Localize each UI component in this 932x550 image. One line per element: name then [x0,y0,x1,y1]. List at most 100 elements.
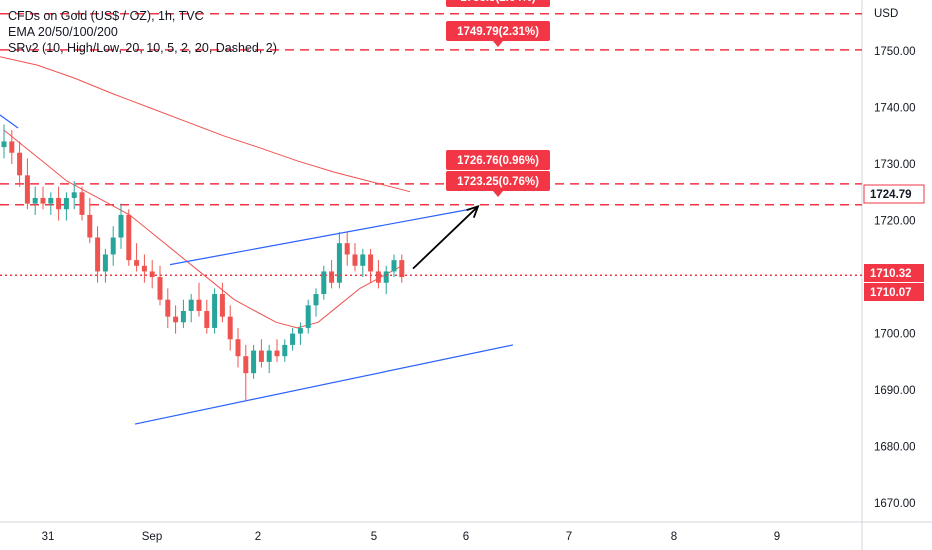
candle-body [336,243,342,283]
badge-text: 1710.07 [870,287,912,299]
candle-body [9,141,15,153]
trend-channel[interactable] [0,114,514,425]
candle-body [344,243,350,255]
symbol-title[interactable]: CFDs on Gold (US$ / OZ), 1h, TVC [8,9,204,23]
price-target-box [446,21,550,41]
arrow-shaft [412,205,479,270]
candle-body [102,254,108,272]
ema-slow-line [0,56,411,193]
candle-body [118,214,124,238]
price-target-pointer [493,41,503,47]
candlestick-series [1,124,405,402]
channel-edge-line [0,114,19,129]
time-axis[interactable]: 31 Sep 2 5 6 7 8 9 [42,531,781,543]
price-axis[interactable]: USD 1750.001740.001730.001720.001710.001… [863,8,925,510]
candle-body [212,294,218,328]
time-tick-label: 31 [42,531,55,543]
candle-body [188,299,194,311]
price-target-box [446,0,550,7]
candle-body [360,254,366,266]
price-target-label: 1753.5(2.64%) [446,0,550,7]
price-target-labels: 1753.5(2.64%) 1749.79(2.31%) 1726.76(0.96%… [446,0,550,197]
arrow-head [466,204,480,218]
badge-box [863,184,925,204]
candle-body [251,350,257,374]
candle-body [141,265,147,272]
candle-body [149,271,155,278]
ema-indicator-label[interactable]: EMA 20/50/100/200 [8,25,118,39]
price-tick-label: 1720.00 [874,216,916,228]
price-tick-label: 1670.00 [874,498,916,510]
candle-body [305,305,311,328]
candle-body [399,260,405,278]
currency-label: USD [874,8,898,20]
support-resistance-lines [0,12,862,206]
time-tick-label: Sep [142,531,162,543]
candle-body [368,254,374,272]
candle-body [290,333,296,345]
candle-body [95,237,101,272]
time-tick-label: 8 [671,531,677,543]
candle-body [87,214,93,238]
candle-body [173,316,179,323]
candle-body [17,152,23,176]
candle-body [266,350,272,362]
candle-body [79,192,85,215]
candle-body [383,271,389,283]
candle-body [126,214,132,261]
badge-text: 1724.79 [870,189,912,201]
ema-fast-line [3,129,403,329]
candle-body [243,356,249,374]
price-target-label: 1723.25(0.76%) [446,171,550,197]
projection-arrow[interactable] [412,204,480,270]
candle-body [157,277,163,300]
srv2-indicator-label[interactable]: SRv2 (10, High/Low, 20, 10, 5, 2, 20, Da… [8,41,277,55]
time-tick-label: 2 [255,531,261,543]
price-tick-label: 1680.00 [874,442,916,454]
candle-body [110,237,116,255]
candle-body [227,316,233,340]
price-target-text: 1723.25(0.76%) [457,176,539,188]
price-target-text: 1749.79(2.31%) [457,26,539,38]
candle-body [375,271,381,283]
price-tick-label: 1690.00 [874,385,916,397]
price-target-box [446,150,550,170]
badge-text: 1710.32 [870,268,912,280]
price-target-text: 1726.76(0.96%) [457,155,539,167]
candle-body [1,141,7,148]
candle-body [24,175,30,204]
time-tick-label: 7 [566,531,572,543]
price-axis-badge: 1710.32 [864,264,924,282]
candle-body [297,327,303,334]
candle-body [40,197,46,204]
channel-upper-line [169,208,471,266]
candle-body [313,294,319,306]
time-tick-label: 5 [371,531,377,543]
candle-body [71,192,77,198]
candle-body [56,197,62,210]
candle-body [274,350,280,357]
candle-body [219,294,225,317]
price-tick-label: 1740.00 [874,103,916,115]
price-target-label: 1749.79(2.31%) [446,21,550,47]
price-tick-label: 1730.00 [874,159,916,171]
price-axis-badge: 1724.79 [863,184,925,204]
candle-body [180,310,186,323]
badge-box [864,283,924,301]
candle-body [196,299,202,311]
price-target-text: 1753.5(2.64%) [460,0,536,4]
price-target-label: 1726.76(0.96%) [446,150,550,170]
price-tick-label: 1750.00 [874,46,916,58]
candle-body [204,310,210,328]
candle-body [63,197,69,210]
candle-body [391,260,397,272]
badge-box [864,264,924,282]
candle-body [165,299,171,317]
channel-lower-line [134,344,514,425]
candle-body [48,197,54,204]
candle-body [329,271,335,283]
price-tick-label: 1700.00 [874,329,916,341]
candle-body [352,254,358,266]
